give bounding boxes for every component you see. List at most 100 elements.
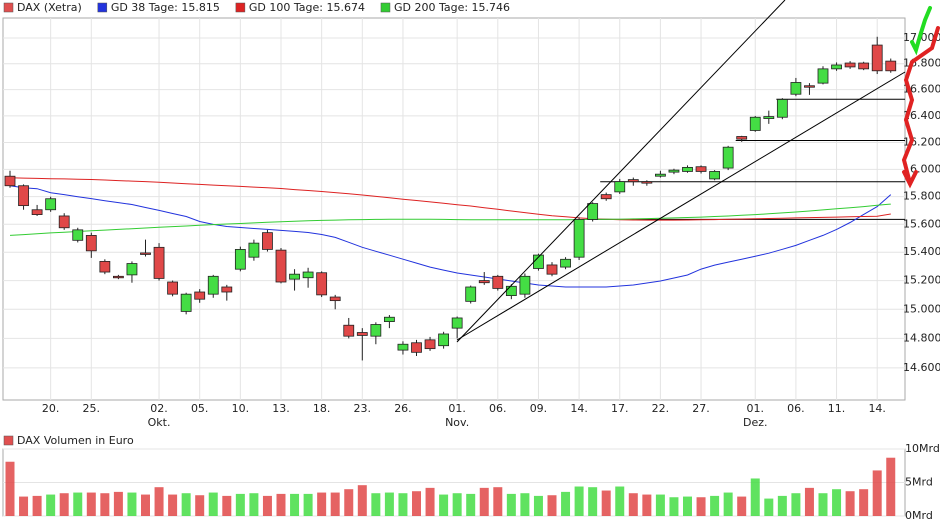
volume-bar: [642, 494, 652, 516]
y-tick-label: 10Mrd: [905, 442, 940, 455]
candle-body: [85, 235, 97, 252]
candle-body: [72, 229, 84, 241]
volume-bar: [601, 490, 611, 516]
candle-body: [207, 275, 219, 295]
candle-body: [844, 62, 856, 68]
y-tick-label: 15.600: [903, 217, 940, 230]
y-tick-label: 15.200: [903, 274, 940, 287]
volume-bar: [845, 491, 855, 516]
price-frame: [2, 17, 906, 401]
candle-body: [45, 198, 57, 211]
candle-body: [776, 99, 788, 118]
volume-bar: [764, 498, 774, 516]
x-tick-label: 27.: [692, 402, 710, 415]
y-tick-label: 16.000: [903, 162, 940, 175]
volume-bar: [290, 493, 300, 516]
x-tick-label: 14.: [570, 402, 588, 415]
candle-body: [289, 273, 300, 280]
volume-bar: [113, 491, 123, 516]
candle-body: [641, 181, 653, 184]
volume-bar: [655, 494, 665, 516]
down-arrow-drawing: [901, 26, 940, 189]
candle-body: [343, 324, 355, 337]
candle-body: [885, 60, 897, 72]
candle-body: [329, 296, 341, 302]
x-tick-label: 05.: [191, 402, 209, 415]
volume-bar: [615, 486, 625, 516]
volume-bar: [750, 478, 760, 516]
x-tick-label: 22.: [652, 402, 670, 415]
candle-body: [113, 275, 124, 279]
candle-body: [505, 285, 517, 296]
candle-body: [140, 252, 151, 255]
ma-line: [9, 203, 891, 236]
candle-body: [18, 185, 29, 207]
volume-bar: [181, 493, 191, 516]
x-tick-label: 06.: [489, 402, 507, 415]
volume-bar: [628, 493, 638, 516]
ma-line: [9, 185, 892, 288]
volume-bar: [832, 489, 842, 516]
volume-bar: [425, 487, 435, 516]
volume-bar: [32, 495, 42, 516]
x-tick-label: 11.: [828, 402, 846, 415]
volume-bar: [791, 493, 801, 516]
candle-body: [424, 339, 436, 350]
volume-bar: [777, 495, 787, 516]
x-tick-label: 20.: [42, 402, 60, 415]
volume-bar: [804, 487, 814, 516]
candle-body: [736, 136, 748, 140]
volume-bar: [127, 492, 137, 516]
legend-series: GD 200 Tage: 15.746: [394, 1, 510, 14]
volume-bar: [222, 495, 232, 516]
candle-body: [31, 209, 43, 215]
candle-body: [573, 219, 585, 258]
volume-bar: [533, 495, 543, 516]
volume-bar: [235, 493, 245, 516]
candle-body: [478, 280, 490, 284]
trend-line: [456, 0, 786, 343]
candle-body: [194, 291, 206, 300]
volume-bar: [208, 492, 218, 516]
volume-bar: [452, 493, 462, 516]
x-tick-label: 13.: [272, 402, 290, 415]
candle-body: [262, 232, 273, 250]
volume-bar: [859, 489, 869, 516]
month-label: Okt.: [148, 416, 171, 429]
candle-body: [627, 179, 639, 183]
volume-bar: [520, 493, 530, 516]
candle-body: [831, 64, 842, 70]
candle-body: [668, 169, 680, 173]
candle-body: [316, 272, 328, 296]
volume-bar: [886, 457, 896, 516]
candle-body: [722, 146, 734, 169]
candle-body: [560, 258, 571, 268]
volume-bar: [412, 491, 421, 516]
candle-body: [221, 286, 233, 293]
candle-body: [167, 281, 179, 295]
y-tick-label: 16.400: [903, 109, 940, 122]
x-tick-label: 06.: [787, 402, 805, 415]
candle-body: [600, 194, 612, 200]
y-tick-label: 14.600: [903, 361, 940, 374]
candle-body: [695, 166, 707, 172]
x-tick-label: 18.: [313, 402, 331, 415]
legend-swatch: [3, 435, 14, 446]
volume-bar: [384, 492, 394, 516]
volume-bar: [506, 493, 516, 516]
candle-body: [451, 317, 463, 329]
candle-body: [4, 175, 16, 187]
candle-body: [99, 261, 111, 273]
candle-body: [655, 173, 666, 177]
candle-body: [411, 342, 422, 353]
volume-bar: [154, 487, 164, 516]
volume-bar: [818, 493, 828, 516]
candle-body: [749, 116, 761, 131]
candle-body: [871, 44, 883, 72]
y-tick-label: 16.600: [903, 83, 940, 96]
candle-body: [397, 343, 409, 351]
volume-bar: [195, 495, 205, 516]
candle-body: [275, 249, 287, 283]
legend: DAX (Xetra) GD 38 Tage: 15.815 GD 100 Tage…: [3, 1, 510, 447]
x-tick-label: 26.: [394, 402, 412, 415]
